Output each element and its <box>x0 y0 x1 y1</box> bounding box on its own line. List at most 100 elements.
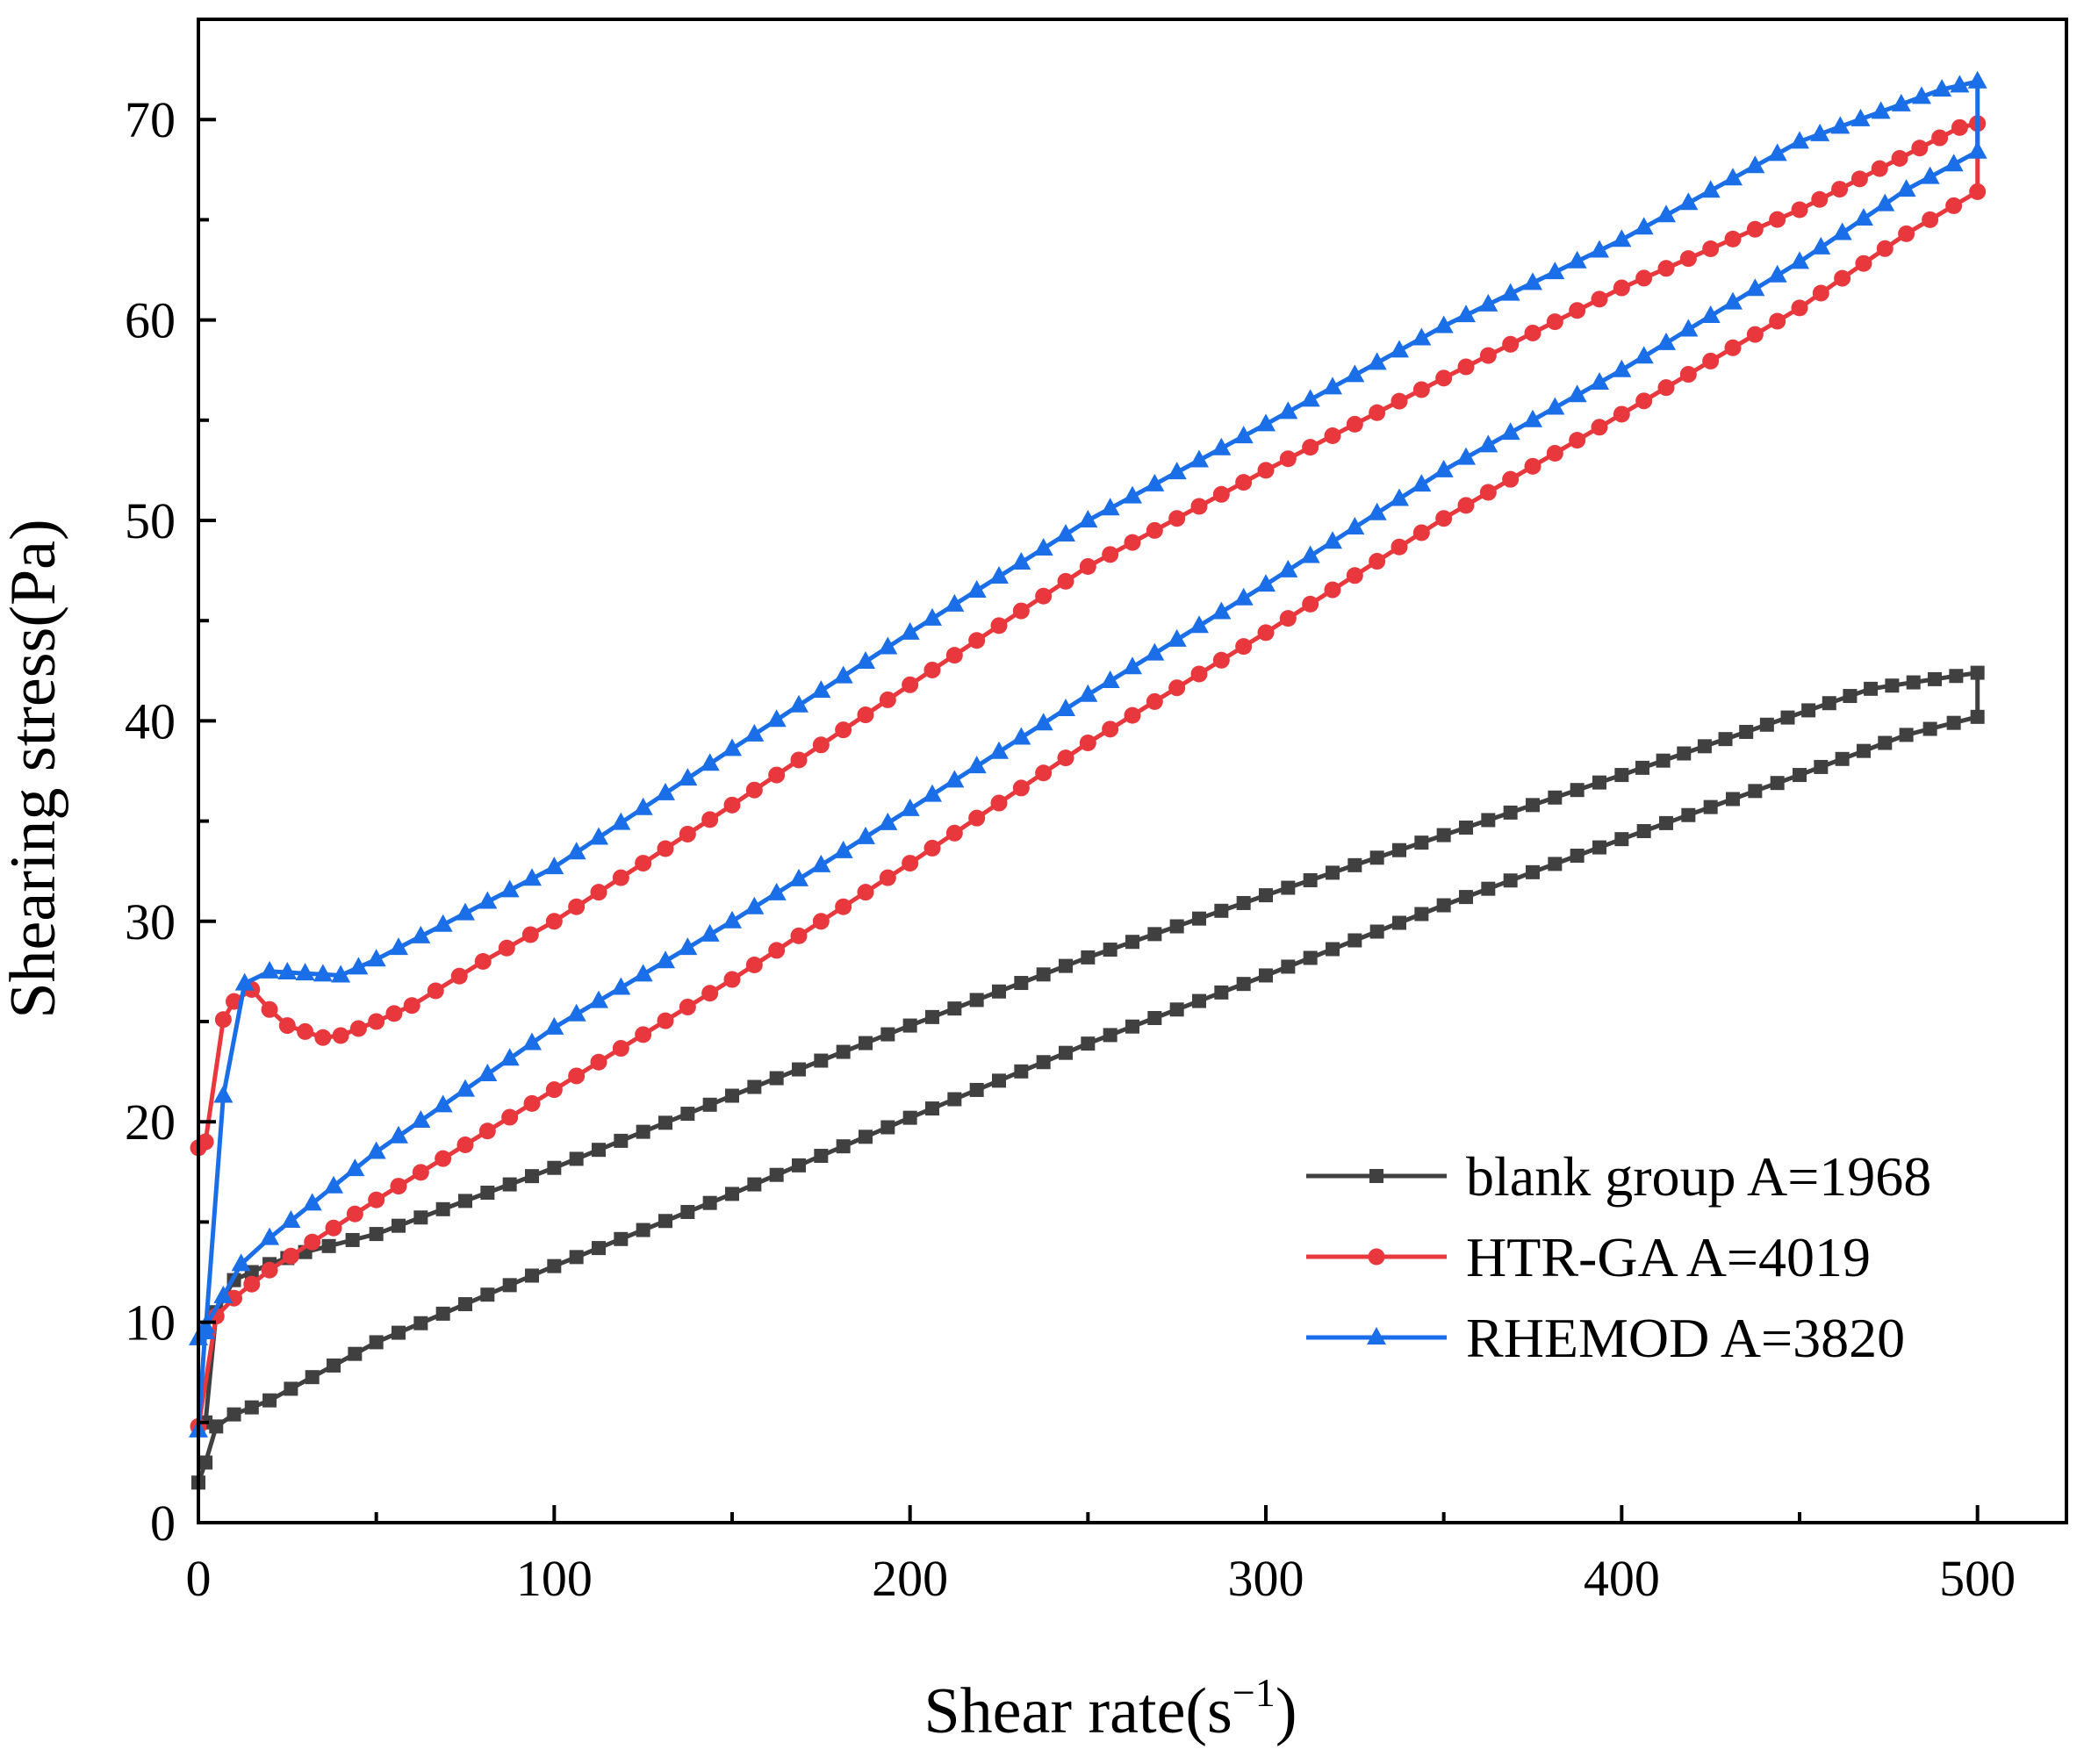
data-point <box>1950 75 1970 93</box>
data-point <box>1235 638 1253 656</box>
data-point <box>1614 768 1629 783</box>
x-tick-label: 300 <box>1228 1550 1304 1607</box>
data-point <box>723 971 741 988</box>
data-point <box>385 1005 403 1022</box>
legend-item: blank group A=1968 <box>1306 1145 1931 1208</box>
data-point <box>278 1017 296 1035</box>
data-point <box>590 1053 607 1071</box>
data-point <box>1324 427 1341 445</box>
data-point <box>923 839 941 857</box>
data-point <box>349 957 369 975</box>
data-point <box>1969 183 1987 200</box>
data-point <box>1679 250 1697 268</box>
data-point <box>1212 485 1230 503</box>
data-point <box>1233 587 1254 606</box>
data-point <box>1945 197 1963 214</box>
data-point <box>1326 942 1340 957</box>
data-point <box>1190 498 1208 515</box>
data-point <box>725 1088 739 1103</box>
data-point <box>243 1275 261 1293</box>
data-point <box>368 1191 385 1208</box>
data-point <box>1236 895 1251 910</box>
data-point <box>1790 131 1809 149</box>
data-point <box>1591 419 1608 436</box>
data-point <box>1526 864 1540 879</box>
data-point <box>1303 950 1318 965</box>
data-point <box>521 926 539 943</box>
data-point <box>1871 160 1888 177</box>
legend-label: blank group A=1968 <box>1466 1145 1931 1208</box>
data-point <box>1391 392 1408 410</box>
data-point <box>1057 749 1074 767</box>
data-point <box>325 1219 342 1237</box>
data-point <box>1523 272 1542 290</box>
data-point <box>1832 222 1852 240</box>
data-point <box>544 1016 564 1035</box>
data-point <box>1546 313 1563 331</box>
data-point <box>633 797 653 815</box>
data-point <box>636 1223 650 1237</box>
series-line <box>196 79 1980 1431</box>
data-point <box>945 770 965 788</box>
data-point <box>412 1164 429 1181</box>
data-point <box>1369 404 1386 421</box>
data-point <box>658 1115 672 1130</box>
data-point <box>589 990 608 1008</box>
data-point <box>745 781 763 799</box>
data-point <box>456 1079 475 1097</box>
data-point <box>1503 805 1518 820</box>
data-point <box>474 952 492 970</box>
data-point <box>1850 108 1871 126</box>
data-point <box>260 960 280 979</box>
data-point <box>1436 898 1451 913</box>
data-point <box>725 1187 739 1201</box>
data-point <box>1214 985 1229 1000</box>
data-point <box>1346 415 1363 433</box>
data-point <box>1812 284 1829 302</box>
data-point <box>1078 684 1098 702</box>
data-point <box>569 1151 584 1166</box>
data-point <box>1347 933 1362 948</box>
data-point <box>1970 665 1985 680</box>
data-point <box>969 993 984 1007</box>
data-point <box>923 607 942 626</box>
data-point <box>261 1000 278 1018</box>
x-axis-title-close: ) <box>1276 1675 1297 1747</box>
data-point <box>1612 359 1632 377</box>
data-point <box>1481 813 1496 828</box>
data-point <box>1567 250 1587 269</box>
data-point <box>1302 439 1319 456</box>
data-point <box>656 950 675 969</box>
data-point <box>1390 340 1409 358</box>
data-point <box>1970 709 1985 724</box>
data-point <box>589 827 608 845</box>
data-point <box>525 1268 539 1283</box>
data-point <box>1278 559 1298 577</box>
data-point <box>1281 959 1296 974</box>
data-point <box>1677 746 1692 761</box>
data-point <box>1814 759 1829 774</box>
data-point <box>1146 521 1163 539</box>
data-point <box>1167 628 1187 647</box>
data-point <box>1791 299 1808 317</box>
data-point <box>947 1001 962 1016</box>
data-point <box>701 985 719 1002</box>
data-point <box>1035 764 1053 782</box>
data-point <box>1211 601 1232 620</box>
data-point <box>1770 776 1785 791</box>
data-point <box>1590 371 1609 390</box>
data-point <box>523 1094 541 1112</box>
data-point <box>1746 326 1764 343</box>
data-point <box>332 1027 349 1044</box>
data-point <box>857 706 874 724</box>
data-point <box>1369 553 1386 570</box>
data-point <box>1767 143 1787 161</box>
data-point <box>1434 459 1454 477</box>
data-point <box>590 884 607 901</box>
data-point <box>1300 545 1320 563</box>
data-point <box>1659 815 1673 830</box>
data-point <box>836 1139 851 1154</box>
data-point <box>1369 924 1384 939</box>
data-point <box>1367 352 1387 370</box>
